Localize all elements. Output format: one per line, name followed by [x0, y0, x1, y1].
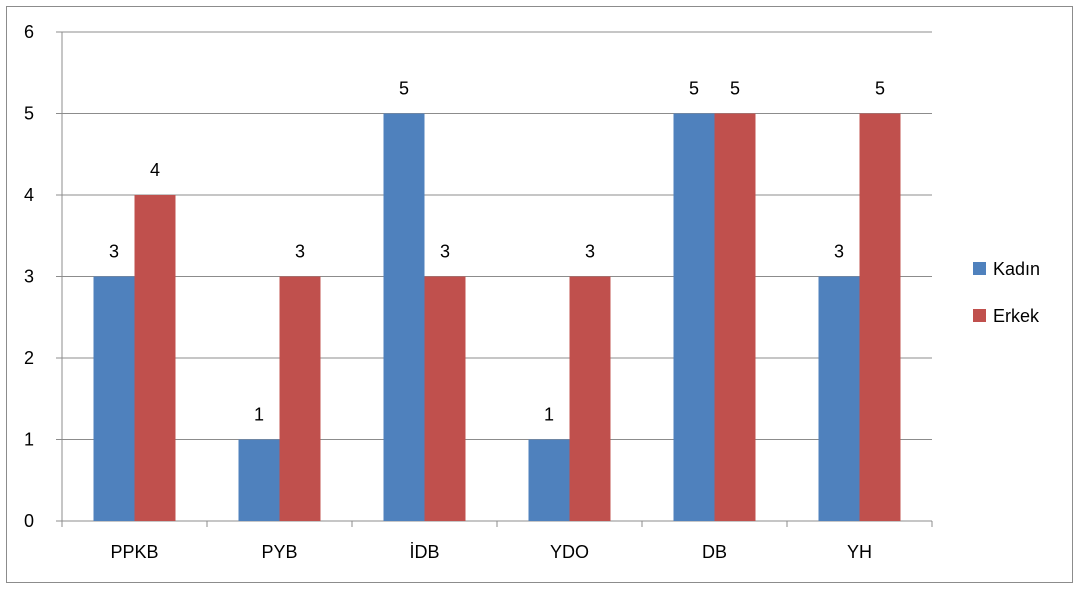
- bar-erkek: [424, 276, 466, 521]
- bar-kad-n: [93, 276, 135, 521]
- bar-kad-n: [528, 439, 570, 521]
- bar-kad-n: [383, 113, 425, 521]
- gridlines: [62, 31, 932, 440]
- legend: Kadın Erkek: [973, 259, 1040, 326]
- bar-erkek: [859, 113, 901, 521]
- y-tick-label: 1: [24, 430, 34, 450]
- data-label: 5: [689, 79, 699, 99]
- bar-erkek: [714, 113, 756, 521]
- data-label: 1: [544, 405, 554, 425]
- x-tick-label: İDB: [409, 542, 439, 562]
- y-tick-label: 2: [24, 348, 34, 368]
- bar-kad-n: [818, 276, 860, 521]
- legend-label: Erkek: [993, 306, 1040, 326]
- bar-erkek: [134, 195, 176, 521]
- data-labels: 3 4 1 3 5 3 1 3 5 5 3 5: [109, 79, 885, 425]
- data-label: 3: [440, 242, 450, 262]
- x-tick-label: DB: [702, 542, 727, 562]
- y-tick-label: 3: [24, 267, 34, 287]
- x-tick-label: PYB: [261, 542, 297, 562]
- data-label: 3: [295, 242, 305, 262]
- legend-swatch: [973, 309, 986, 322]
- axes: 0 1 2 3 4 5 6 PPKB PYB İDB YDO DB YH: [24, 22, 933, 562]
- bars: [93, 113, 901, 521]
- data-label: 1: [254, 405, 264, 425]
- bar-erkek: [279, 276, 321, 521]
- data-label: 5: [730, 79, 740, 99]
- data-label: 5: [875, 79, 885, 99]
- legend-label: Kadın: [993, 259, 1040, 279]
- data-label: 3: [109, 242, 119, 262]
- y-tick-label: 6: [24, 22, 34, 42]
- legend-swatch: [973, 262, 986, 275]
- bar-kad-n: [673, 113, 715, 521]
- bar-erkek: [569, 276, 611, 521]
- x-tick-label: YH: [847, 542, 872, 562]
- y-tick-label: 5: [24, 104, 34, 124]
- data-label: 5: [399, 79, 409, 99]
- y-tick-label: 0: [24, 511, 34, 531]
- data-label: 3: [834, 242, 844, 262]
- data-label: 3: [585, 242, 595, 262]
- y-tick-label: 4: [24, 185, 34, 205]
- x-tick-label: PPKB: [110, 542, 158, 562]
- x-tick-label: YDO: [550, 542, 589, 562]
- bar-kad-n: [238, 439, 280, 521]
- data-label: 4: [150, 160, 160, 180]
